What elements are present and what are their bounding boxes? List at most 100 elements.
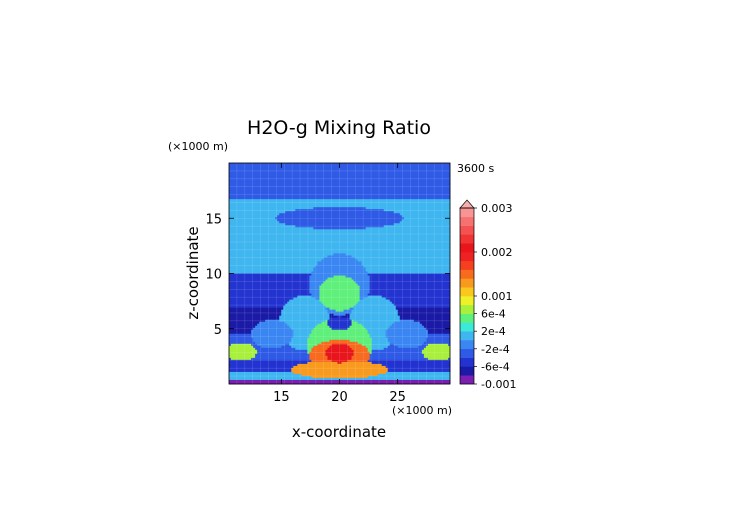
heatmap-cell <box>387 213 391 216</box>
heatmap-cell <box>329 223 332 226</box>
heatmap-cell <box>331 217 334 220</box>
heatmap-cell <box>429 209 433 212</box>
heatmap-cell <box>361 183 364 186</box>
heatmap-cell <box>319 213 322 216</box>
heatmap-cell <box>369 203 372 206</box>
heatmap-cell <box>229 163 232 166</box>
heatmap-cell <box>239 165 242 168</box>
heatmap-cell <box>353 193 356 196</box>
heatmap-cell <box>339 233 342 236</box>
heatmap-cell <box>345 163 348 166</box>
heatmap-cell <box>359 229 362 232</box>
heatmap-cell <box>255 175 258 178</box>
heatmap-cell <box>289 227 292 230</box>
heatmap-cell <box>415 217 419 220</box>
heatmap-cell <box>261 253 264 256</box>
heatmap-cell <box>333 191 336 194</box>
heatmap-cell <box>421 229 425 232</box>
heatmap-cell <box>343 189 346 192</box>
heatmap-cell <box>251 181 254 184</box>
heatmap-cell <box>355 251 358 254</box>
heatmap-cell <box>443 231 447 234</box>
heatmap-cell <box>319 241 322 244</box>
heatmap-cell <box>335 177 338 180</box>
heatmap-cell <box>409 183 413 186</box>
heatmap-cell <box>261 169 264 172</box>
heatmap-cell <box>327 183 330 186</box>
heatmap-cell <box>253 199 256 202</box>
heatmap-cell <box>253 183 256 186</box>
heatmap-cell <box>271 197 274 200</box>
heatmap-cell <box>413 191 417 194</box>
heatmap-cell <box>369 197 372 200</box>
heatmap-cell <box>339 209 342 212</box>
heatmap-cell <box>303 195 306 198</box>
heatmap-cell <box>293 167 296 170</box>
heatmap-cell <box>439 169 443 172</box>
heatmap-cell <box>251 241 254 244</box>
heatmap-cell <box>349 199 352 202</box>
heatmap-cell <box>281 165 284 168</box>
heatmap-cell <box>291 187 294 190</box>
heatmap-cell <box>341 243 344 246</box>
heatmap-cell <box>415 173 419 176</box>
heatmap-cell <box>279 251 282 254</box>
heatmap-cell <box>325 247 328 250</box>
heatmap-cell <box>299 185 302 188</box>
heatmap-cell <box>383 183 387 186</box>
heatmap-cell <box>357 231 360 234</box>
heatmap-cell <box>421 241 425 244</box>
heatmap-cell <box>303 205 306 208</box>
heatmap-cell <box>413 169 417 172</box>
heatmap-cell <box>401 169 405 172</box>
heatmap-cell <box>411 237 415 240</box>
heatmap-cell <box>353 177 356 180</box>
heatmap-cell <box>411 233 415 236</box>
heatmap-cell <box>247 231 250 234</box>
heatmap-cell <box>261 239 264 242</box>
heatmap-cell <box>295 163 298 166</box>
heatmap-cell <box>337 245 340 248</box>
heatmap-cell <box>329 183 332 186</box>
heatmap-cell <box>387 207 391 210</box>
heatmap-cell <box>279 243 282 246</box>
heatmap-cell <box>371 177 375 180</box>
heatmap-cell <box>417 209 421 212</box>
heatmap-cell <box>285 239 288 242</box>
heatmap-cell <box>331 187 334 190</box>
heatmap-cell <box>429 247 433 250</box>
heatmap-cell <box>297 211 300 214</box>
heatmap-cell <box>409 177 413 180</box>
heatmap-cell <box>423 181 427 184</box>
heatmap-cell <box>371 205 375 208</box>
heatmap-cell <box>291 235 294 238</box>
heatmap-cell <box>309 185 312 188</box>
heatmap-cell <box>389 229 393 232</box>
heatmap-cell <box>345 187 348 190</box>
heatmap-cell <box>233 175 236 178</box>
heatmap-cell <box>281 193 284 196</box>
heatmap-cell <box>359 175 362 178</box>
heatmap-cell <box>251 217 254 220</box>
heatmap-cell <box>373 203 377 206</box>
heatmap-cell <box>359 173 362 176</box>
heatmap-cell <box>287 245 290 248</box>
heatmap-cell <box>255 163 258 166</box>
heatmap-cell <box>383 219 387 222</box>
heatmap-cell <box>281 245 284 248</box>
heatmap-cell <box>303 197 306 200</box>
heatmap-cell <box>329 249 332 252</box>
heatmap-cell <box>433 171 437 174</box>
heatmap-cell <box>353 241 356 244</box>
heatmap-cell <box>293 241 296 244</box>
heatmap-cell <box>243 205 246 208</box>
heatmap-cell <box>305 197 308 200</box>
heatmap-cell <box>313 205 316 208</box>
heatmap-cell <box>295 177 298 180</box>
heatmap-cell <box>259 209 262 212</box>
heatmap-cell <box>375 193 379 196</box>
heatmap-cell <box>389 225 393 228</box>
heatmap-cell <box>297 249 300 252</box>
heatmap-cell <box>357 191 360 194</box>
heatmap-cell <box>279 225 282 228</box>
